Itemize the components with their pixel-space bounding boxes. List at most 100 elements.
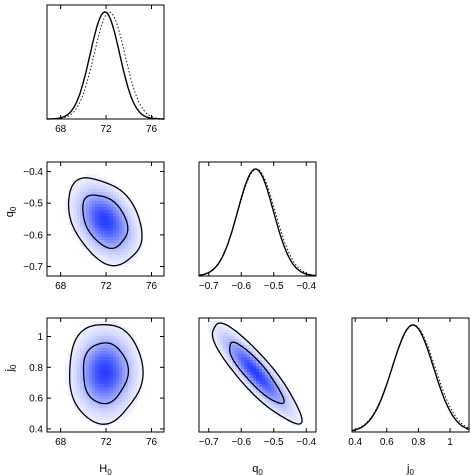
density-cell bbox=[119, 261, 122, 264]
density-cell bbox=[128, 366, 131, 369]
density-cell bbox=[113, 363, 116, 366]
density-cell bbox=[86, 210, 89, 213]
density-cell bbox=[217, 324, 220, 327]
density-cell bbox=[137, 240, 140, 243]
density-cell bbox=[140, 243, 143, 246]
density-cell bbox=[235, 360, 238, 363]
density-cell bbox=[74, 183, 77, 186]
density-cell bbox=[80, 210, 83, 213]
density-cell bbox=[68, 222, 71, 225]
density-cell bbox=[80, 372, 83, 375]
density-cell bbox=[83, 405, 86, 408]
density-cell bbox=[89, 222, 92, 225]
density-cell bbox=[83, 204, 86, 207]
density-cell bbox=[223, 330, 226, 333]
density-cell bbox=[116, 384, 119, 387]
x-tick-label-H0: 76 bbox=[146, 124, 158, 135]
density-cell bbox=[119, 363, 122, 366]
density-cell bbox=[74, 399, 77, 402]
density-cell bbox=[259, 357, 262, 360]
density-cell bbox=[98, 348, 101, 351]
density-cell bbox=[89, 216, 92, 219]
density-cell bbox=[265, 384, 268, 387]
density-cell bbox=[80, 351, 83, 354]
density-cell bbox=[107, 414, 110, 417]
density-cell bbox=[268, 366, 271, 369]
density-cell bbox=[107, 378, 110, 381]
density-cell bbox=[95, 213, 98, 216]
density-cell bbox=[238, 354, 241, 357]
density-cell bbox=[131, 222, 134, 225]
density-cell bbox=[92, 219, 95, 222]
density-cell bbox=[80, 384, 83, 387]
density-cell bbox=[235, 357, 238, 360]
density-cell bbox=[119, 411, 122, 414]
density-cell bbox=[134, 393, 137, 396]
density-cell bbox=[131, 354, 134, 357]
density-cell bbox=[277, 411, 280, 414]
density-cell bbox=[92, 180, 95, 183]
density-cell bbox=[265, 399, 268, 402]
density-cell bbox=[283, 381, 286, 384]
density-cell bbox=[101, 357, 104, 360]
density-cell bbox=[101, 216, 104, 219]
density-cell bbox=[128, 354, 131, 357]
density-cell bbox=[128, 408, 131, 411]
density-cell bbox=[220, 333, 223, 336]
density-cell bbox=[125, 369, 128, 372]
density-cell bbox=[107, 408, 110, 411]
density-cell bbox=[104, 204, 107, 207]
density-cell bbox=[101, 330, 104, 333]
density-cell bbox=[211, 324, 214, 327]
density-cell bbox=[113, 342, 116, 345]
density-cell bbox=[80, 387, 83, 390]
density-cell bbox=[214, 333, 217, 336]
density-cell bbox=[86, 189, 89, 192]
density-cell bbox=[98, 375, 101, 378]
density-cell bbox=[277, 378, 280, 381]
density-cell bbox=[131, 363, 134, 366]
density-cell bbox=[98, 228, 101, 231]
density-cell bbox=[98, 351, 101, 354]
density-cell bbox=[122, 363, 125, 366]
density-cell bbox=[89, 180, 92, 183]
density-cell bbox=[250, 384, 253, 387]
density-cell bbox=[101, 384, 104, 387]
density-cell bbox=[134, 228, 137, 231]
density-cell bbox=[74, 369, 77, 372]
density-cell bbox=[80, 402, 83, 405]
density-cell bbox=[95, 375, 98, 378]
density-cell bbox=[92, 249, 95, 252]
density-cell bbox=[101, 396, 104, 399]
density-cell bbox=[107, 225, 110, 228]
density-cell bbox=[113, 357, 116, 360]
density-cell bbox=[113, 399, 116, 402]
density-cell bbox=[274, 390, 277, 393]
density-cell bbox=[220, 345, 223, 348]
density-cell bbox=[271, 402, 274, 405]
density-cell bbox=[74, 198, 77, 201]
density-cell bbox=[104, 327, 107, 330]
density-cell bbox=[86, 213, 89, 216]
density-cell bbox=[268, 399, 271, 402]
density-cell bbox=[107, 348, 110, 351]
density-cell bbox=[80, 183, 83, 186]
density-cell bbox=[226, 351, 229, 354]
x-axis-label-j0: j0 bbox=[406, 463, 414, 475]
density-cell bbox=[101, 336, 104, 339]
density-cell bbox=[95, 198, 98, 201]
density-cell bbox=[83, 195, 86, 198]
density-cell bbox=[92, 204, 95, 207]
density-cell bbox=[137, 222, 140, 225]
density-cell bbox=[226, 357, 229, 360]
density-cell bbox=[226, 348, 229, 351]
density-cell bbox=[110, 393, 113, 396]
density-cell bbox=[268, 375, 271, 378]
density-cell bbox=[107, 399, 110, 402]
density-cell bbox=[262, 357, 265, 360]
density-cell bbox=[92, 174, 95, 177]
density-cell bbox=[101, 411, 104, 414]
density-cell bbox=[74, 210, 77, 213]
density-cell bbox=[95, 423, 98, 426]
density-cell bbox=[68, 219, 71, 222]
